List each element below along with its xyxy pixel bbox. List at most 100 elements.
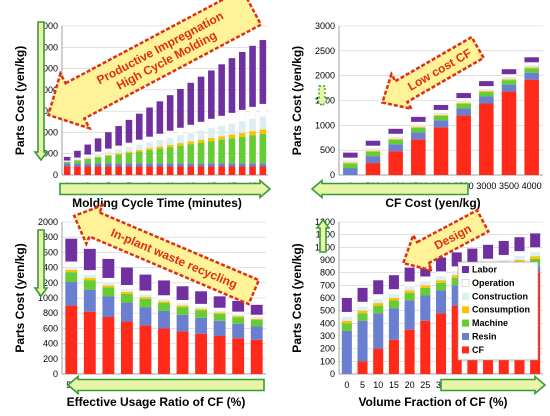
- bar-segment-machine: [451, 277, 462, 286]
- bar-segment-resin: [197, 163, 205, 167]
- bar-segment-cf: [120, 321, 133, 374]
- callout-arrow-icon: [380, 35, 486, 111]
- bar-segment-machine: [176, 307, 189, 315]
- bar-segment-construction: [94, 154, 102, 157]
- bar-segment-operation: [388, 133, 404, 137]
- bar-segment-cf: [115, 166, 122, 175]
- bar-segment-labor: [158, 280, 170, 296]
- bar-segment-cf: [156, 166, 164, 175]
- y-tick-label: 400: [43, 339, 58, 349]
- bar-segment-cf: [213, 336, 226, 374]
- bar-segment-construction: [373, 299, 384, 304]
- bar-segment-resin: [435, 290, 447, 314]
- bar-segment-construction: [524, 65, 539, 68]
- bar-segment-cf: [94, 166, 102, 175]
- bar-segment-construction: [388, 136, 403, 139]
- bar-segment-construction: [433, 112, 449, 115]
- bar-segment-machine: [228, 138, 236, 164]
- bar-segment-labor: [195, 291, 208, 304]
- bar-segment-construction: [456, 100, 471, 103]
- bar-segment-cf: [195, 333, 208, 374]
- bar-segment-resin: [187, 163, 195, 167]
- bar-segment-consumption: [228, 134, 236, 139]
- bar-segment-operation: [176, 299, 189, 304]
- legend-label: Labor: [472, 265, 497, 275]
- bar-segment-operation: [213, 307, 226, 311]
- bar-segment-resin: [250, 326, 263, 340]
- bar-segment-resin: [102, 296, 115, 317]
- bar-segment-machine: [524, 68, 539, 73]
- bar-segment-machine: [177, 145, 184, 164]
- bar-segment-cf: [259, 166, 267, 175]
- bar-segment-machine: [238, 136, 246, 164]
- bar-segment-labor: [105, 132, 112, 149]
- bar-segment-cf: [388, 151, 403, 175]
- bar-segment-labor: [435, 257, 447, 272]
- bar-segment-consumption: [94, 156, 102, 158]
- bar-segment-labor: [343, 152, 358, 158]
- bar-segment-machine: [94, 157, 102, 164]
- bar-segment-resin: [139, 307, 152, 326]
- bar-segment-labor: [373, 280, 384, 295]
- bar-segment-resin: [156, 163, 164, 167]
- bar-segment-construction: [102, 282, 115, 286]
- bar-segment-machine: [166, 147, 174, 164]
- bar-segment-cf: [102, 317, 115, 374]
- bar-segment-machine: [102, 287, 115, 297]
- bar-segment-consumption: [250, 318, 263, 321]
- bar-segment-construction: [357, 306, 368, 311]
- bar-segment-resin: [232, 323, 245, 339]
- y-tick-label: 4000: [38, 85, 58, 95]
- bar-segment-resin: [357, 320, 368, 362]
- bar-segment-consumption: [456, 102, 471, 104]
- bar-segment-cf: [84, 166, 92, 175]
- bar-segment-cf: [166, 166, 174, 175]
- legend-box: [457, 261, 539, 361]
- bar-segment-consumption: [514, 260, 525, 263]
- x-tick-label: 4000: [522, 181, 542, 191]
- x-tick-label: 20: [405, 380, 415, 390]
- x-tick-label: 15: [389, 380, 399, 390]
- bar-segment-resin: [388, 144, 403, 152]
- bar-segment-labor: [94, 138, 102, 152]
- bar-segment-resin: [451, 285, 462, 306]
- bar-segment-labor: [365, 140, 381, 146]
- bar-segment-labor: [228, 58, 236, 113]
- bar-segment-labor: [524, 57, 539, 63]
- x-axis-label: CF Cost (yen/kg): [385, 196, 480, 210]
- bar-segment-cf: [208, 166, 215, 175]
- bar-segment-labor: [250, 304, 263, 315]
- bar-segment-machine: [218, 139, 225, 164]
- y-tick-label: 500: [320, 145, 335, 155]
- y-tick-label: 0: [330, 369, 335, 379]
- bar-segment-machine: [195, 310, 208, 318]
- y-tick-label: 600: [43, 323, 58, 333]
- bar-segment-labor: [176, 286, 189, 300]
- bar-segment-operation: [83, 269, 96, 276]
- y-axis-label: Parts Cost (yen/kg): [13, 243, 27, 352]
- y-tick-label: 0: [53, 369, 58, 379]
- bar-segment-construction: [177, 135, 184, 144]
- bar-segment-labor: [187, 82, 195, 125]
- bar-segment-machine: [404, 292, 415, 301]
- bar-segment-operation: [514, 250, 525, 257]
- bar-segment-cf: [65, 305, 78, 374]
- bar-segment-consumption: [125, 151, 133, 154]
- bar-segment-labor: [139, 274, 152, 291]
- x-tick-label: 3000: [476, 181, 496, 191]
- y-tick-label: 700: [320, 280, 335, 290]
- bar-segment-labor: [213, 296, 226, 308]
- legend-label: Resin: [472, 332, 497, 342]
- bar-segment-machine: [259, 133, 267, 164]
- legend-label: Consumption: [472, 305, 530, 315]
- bar-segment-consumption: [343, 162, 358, 164]
- bar-segment-consumption: [156, 146, 164, 149]
- bar-segment-cf: [146, 166, 153, 175]
- bar-segment-labor: [467, 248, 478, 263]
- bar-segment-cf: [451, 305, 462, 374]
- bar-segment-labor: [156, 101, 164, 134]
- bar-segment-consumption: [84, 158, 92, 160]
- y-tick-label: 100: [320, 356, 335, 366]
- bar-segment-labor: [433, 104, 449, 110]
